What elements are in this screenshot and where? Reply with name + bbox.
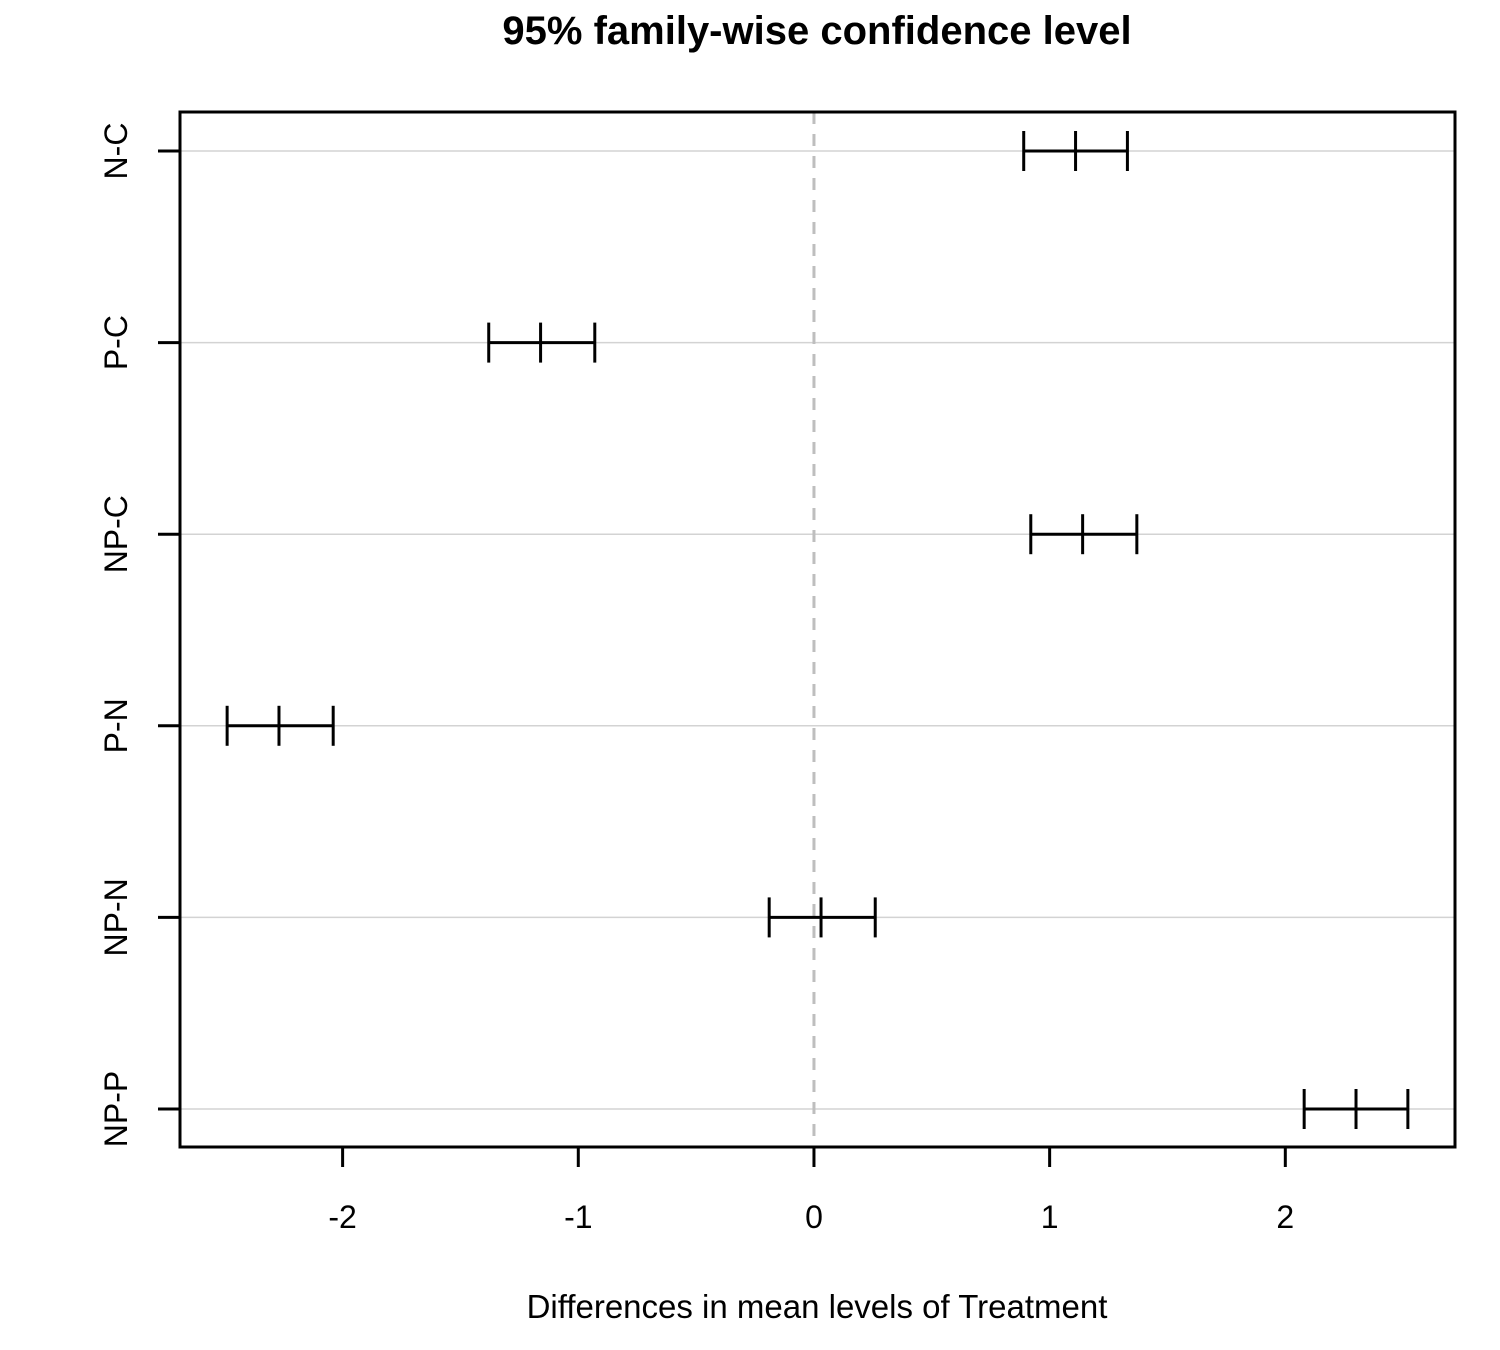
interval-p-n xyxy=(225,705,335,746)
y-tick-label: NP-N xyxy=(98,878,134,956)
x-tick-label: -2 xyxy=(328,1199,356,1235)
x-axis: -2 -1 0 1 2 xyxy=(328,1145,1294,1235)
x-tick-label: -1 xyxy=(564,1199,592,1235)
y-tick-label: N-C xyxy=(98,123,134,180)
y-tick-label: NP-P xyxy=(98,1071,134,1147)
interval-np-p xyxy=(1302,1089,1410,1129)
interval-n-c xyxy=(1022,131,1129,171)
y-tick-label: P-C xyxy=(98,315,134,370)
x-tick-label: 0 xyxy=(805,1199,823,1235)
interval-np-c xyxy=(1029,514,1139,555)
y-axis: N-C P-C NP-C P-N NP-N NP-P xyxy=(98,123,180,1147)
x-tick-label: 2 xyxy=(1276,1199,1294,1235)
plot-frame xyxy=(178,110,1457,1149)
x-axis-label: Differences in mean levels of Treatment xyxy=(527,1288,1108,1325)
y-tick-label: P-N xyxy=(98,698,134,753)
confidence-intervals xyxy=(225,131,1410,1129)
x-tick-label: 1 xyxy=(1041,1199,1059,1235)
y-tick-label: NP-C xyxy=(98,495,134,573)
chart-title: 95% family-wise confidence level xyxy=(502,9,1131,53)
grid-lines xyxy=(180,150,1455,1110)
interval-p-c xyxy=(487,322,597,363)
interval-np-n xyxy=(767,897,877,938)
